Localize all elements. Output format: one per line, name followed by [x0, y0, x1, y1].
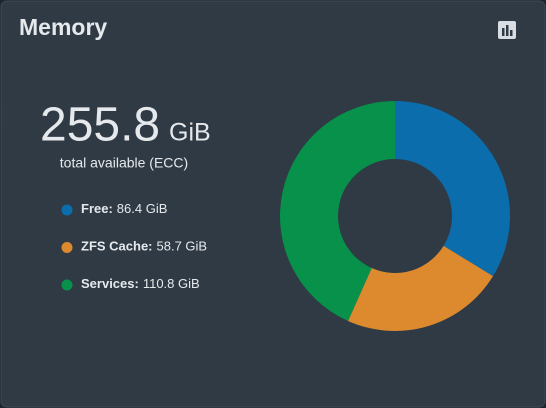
icon-bar [506, 25, 509, 36]
icon-bar [510, 30, 513, 36]
donut-slice [280, 101, 395, 321]
legend-entry: Services: 110.8 GiB [81, 276, 200, 291]
legend-label: Services: [81, 276, 139, 291]
icon-bar [502, 28, 505, 36]
legend-entry: ZFS Cache: 58.7 GiB [81, 239, 207, 254]
chart-toggle-icon[interactable] [498, 21, 516, 39]
donut-slice [347, 245, 494, 331]
legend-value: 86.4 GiB [117, 201, 168, 216]
total-value: 255.8 [40, 99, 160, 152]
legend-value: 110.8 GiB [143, 276, 200, 291]
legend-swatch [61, 279, 73, 291]
total-unit: GiB [169, 119, 211, 147]
donut-chart [280, 101, 510, 331]
legend-value: 58.7 GiB [157, 239, 208, 254]
total-caption: total available (ECC) [60, 155, 188, 171]
card-title: Memory [19, 14, 107, 40]
legend-label: ZFS Cache: [81, 239, 153, 254]
legend-swatch [61, 242, 73, 253]
donut-slice [395, 101, 510, 277]
legend: Free: 86.4 GiB ZFS Cache: 58.7 GiB Services:… [61, 201, 207, 291]
legend-entry: Free: 86.4 GiB [81, 201, 167, 216]
legend-swatch [61, 204, 73, 216]
legend-label: Free: [81, 201, 113, 216]
